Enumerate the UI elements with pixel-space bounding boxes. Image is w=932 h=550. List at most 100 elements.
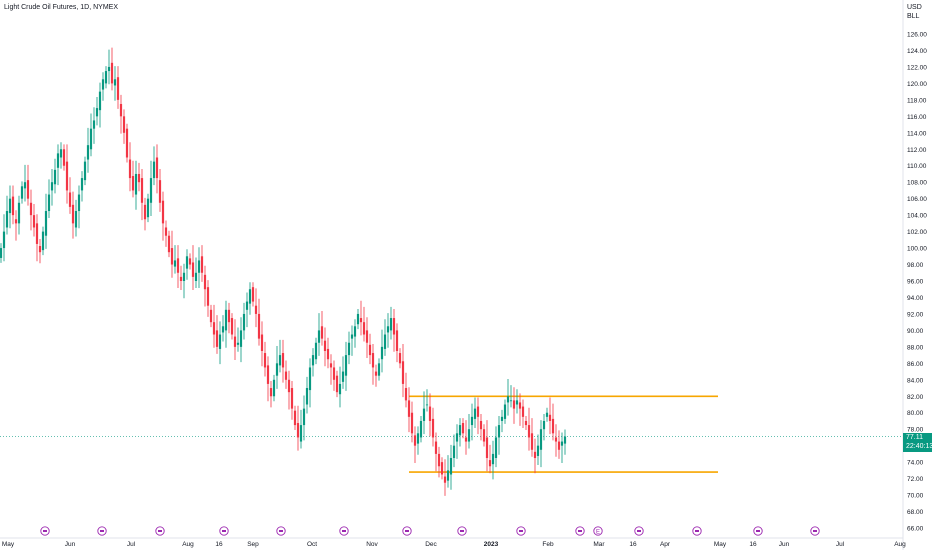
- candle-body[interactable]: [95, 108, 99, 117]
- candle-body[interactable]: [491, 453, 495, 465]
- candle-body[interactable]: [377, 363, 381, 376]
- candle-body[interactable]: [260, 334, 264, 351]
- candle-body[interactable]: [518, 402, 522, 409]
- earnings-event-icon[interactable]: [593, 526, 603, 536]
- candle-body[interactable]: [239, 330, 243, 347]
- candle-body[interactable]: [347, 342, 351, 356]
- candle-body[interactable]: [119, 103, 123, 117]
- candle-body[interactable]: [428, 406, 432, 421]
- candle-body[interactable]: [215, 330, 219, 347]
- candle-body[interactable]: [0, 248, 3, 258]
- candle-body[interactable]: [8, 198, 12, 214]
- candle-body[interactable]: [509, 400, 513, 402]
- candle-body[interactable]: [539, 429, 543, 450]
- candle-body[interactable]: [53, 169, 57, 185]
- candle-body[interactable]: [290, 388, 294, 409]
- candle-body[interactable]: [59, 149, 63, 158]
- candle-body[interactable]: [251, 287, 255, 302]
- candle-body[interactable]: [368, 344, 372, 356]
- candle-body[interactable]: [158, 180, 162, 203]
- candle-body[interactable]: [353, 326, 357, 337]
- candle-body[interactable]: [149, 178, 153, 203]
- candle-body[interactable]: [113, 79, 117, 86]
- candle-body[interactable]: [257, 313, 261, 339]
- candle-body[interactable]: [431, 418, 435, 438]
- candle-body[interactable]: [302, 408, 306, 426]
- candle-body[interactable]: [269, 388, 273, 397]
- candle-body[interactable]: [374, 371, 378, 376]
- candle-body[interactable]: [200, 256, 204, 273]
- candle-body[interactable]: [104, 71, 108, 84]
- candle-body[interactable]: [245, 301, 249, 310]
- candle-body[interactable]: [356, 313, 360, 325]
- candle-body[interactable]: [131, 176, 135, 191]
- candle-body[interactable]: [365, 330, 369, 343]
- candle-body[interactable]: [560, 441, 564, 446]
- candle-body[interactable]: [422, 408, 426, 421]
- candle-body[interactable]: [419, 420, 423, 438]
- candle-body[interactable]: [305, 388, 309, 405]
- candle-body[interactable]: [533, 451, 537, 459]
- candle-body[interactable]: [554, 437, 558, 442]
- candle-body[interactable]: [23, 182, 27, 189]
- candle-body[interactable]: [452, 445, 456, 459]
- candle-body[interactable]: [275, 363, 279, 376]
- candle-body[interactable]: [17, 202, 21, 224]
- candle-body[interactable]: [203, 274, 207, 290]
- candle-body[interactable]: [191, 262, 195, 277]
- candle-body[interactable]: [329, 363, 333, 368]
- candle-body[interactable]: [230, 318, 234, 335]
- candle-body[interactable]: [359, 318, 363, 323]
- price-axis[interactable]: 126.00 124.00 122.00 120.00 118.00 116.00 114.…: [907, 32, 927, 533]
- candle-body[interactable]: [527, 425, 531, 438]
- candle-body[interactable]: [392, 318, 396, 335]
- candle-body[interactable]: [341, 371, 345, 382]
- candle-body[interactable]: [281, 353, 285, 368]
- candle-body[interactable]: [395, 330, 399, 351]
- candle-body[interactable]: [320, 326, 324, 339]
- candle-body[interactable]: [11, 196, 15, 216]
- candle-body[interactable]: [248, 289, 252, 304]
- candle-body[interactable]: [350, 334, 354, 339]
- candle-body[interactable]: [266, 365, 270, 384]
- candle-body[interactable]: [455, 433, 459, 442]
- candle-body[interactable]: [383, 334, 387, 349]
- candle-body[interactable]: [530, 433, 534, 450]
- candle-body[interactable]: [497, 425, 501, 438]
- candle-body[interactable]: [101, 79, 105, 90]
- candle-body[interactable]: [227, 309, 231, 323]
- candle-body[interactable]: [107, 66, 111, 72]
- candle-body[interactable]: [155, 157, 159, 179]
- candle-body[interactable]: [344, 355, 348, 376]
- candle-body[interactable]: [185, 256, 189, 269]
- candle-body[interactable]: [83, 161, 87, 181]
- candle-body[interactable]: [92, 120, 96, 129]
- candle-body[interactable]: [398, 353, 402, 364]
- candle-body[interactable]: [77, 194, 81, 212]
- candle-body[interactable]: [194, 272, 198, 281]
- candle-body[interactable]: [536, 445, 540, 456]
- candle-body[interactable]: [476, 406, 480, 417]
- candle-body[interactable]: [407, 400, 411, 417]
- candle-body[interactable]: [323, 340, 327, 351]
- candle-body[interactable]: [464, 437, 468, 442]
- candle-body[interactable]: [62, 149, 66, 166]
- candle-body[interactable]: [563, 436, 567, 444]
- candle-body[interactable]: [440, 462, 444, 475]
- candle-body[interactable]: [98, 91, 102, 111]
- candle-body[interactable]: [542, 420, 546, 430]
- candle-body[interactable]: [362, 322, 366, 335]
- candle-body[interactable]: [299, 425, 303, 442]
- event-markers[interactable]: E: [40, 526, 820, 536]
- candle-body[interactable]: [146, 198, 150, 218]
- candle-body[interactable]: [500, 416, 504, 421]
- candle-body[interactable]: [458, 425, 462, 436]
- candle-body[interactable]: [503, 404, 507, 419]
- candle-body[interactable]: [416, 433, 420, 444]
- candle-body[interactable]: [287, 379, 291, 393]
- candle-body[interactable]: [278, 355, 282, 366]
- candle-body[interactable]: [314, 342, 318, 360]
- candle-body[interactable]: [110, 62, 114, 84]
- candle-body[interactable]: [29, 202, 33, 216]
